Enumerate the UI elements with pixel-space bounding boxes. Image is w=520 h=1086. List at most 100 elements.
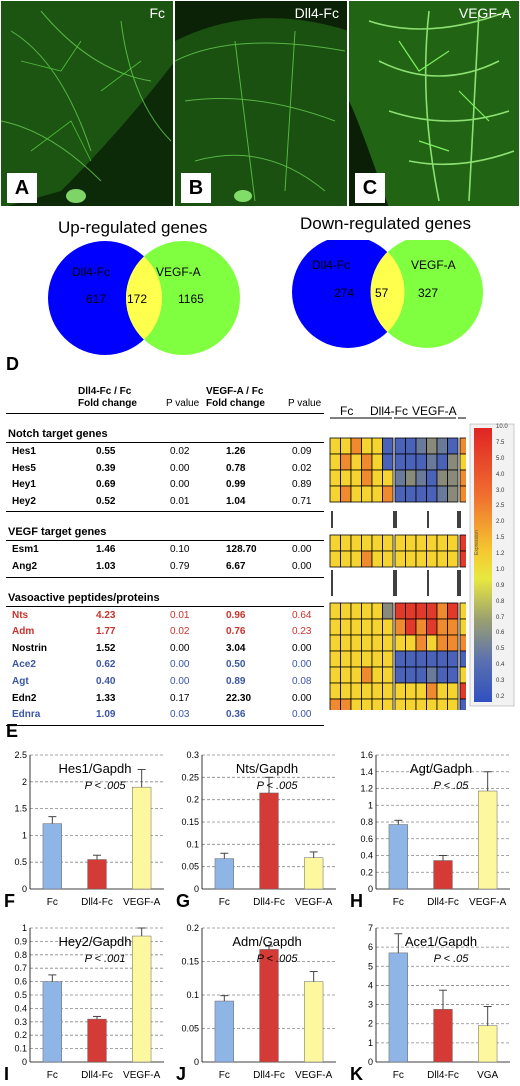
category-label: Fc <box>393 897 404 908</box>
heatmap-cell <box>426 682 438 700</box>
table-rule-top <box>6 413 324 414</box>
p-value-annotation: P < .005 <box>85 780 127 792</box>
chart-title: Nts/Gapdh <box>236 761 298 776</box>
micrograph-label: Dll4-Fc <box>294 5 339 21</box>
gene-name: Adm <box>12 626 35 638</box>
vessel-network-dll4fc <box>175 1 347 206</box>
fold-change-vegf: 0.50 <box>226 659 246 671</box>
panel-label-c: C <box>355 173 385 203</box>
y-tick-label: 0 <box>194 884 199 894</box>
p-value-dll4: 0.01 <box>170 609 190 621</box>
bar <box>304 857 324 890</box>
heatmap-cell <box>371 618 383 636</box>
heatmap-cell <box>371 698 383 710</box>
color-scale-bar <box>469 423 515 707</box>
micrograph-label: VEGF-A <box>458 5 511 21</box>
heatmap-cell <box>426 602 438 620</box>
y-tick-label: 1 <box>368 1038 373 1048</box>
heatmap-cell <box>340 550 352 568</box>
heatmap-cell <box>371 666 383 684</box>
scale-tick-label: 1.5 <box>496 535 505 542</box>
heatmap-cell <box>394 682 406 700</box>
y-tick-label: 0.3 <box>14 1017 27 1027</box>
fold-change-vegf: 22.30 <box>226 692 252 704</box>
y-tick-label: 2.5 <box>14 750 27 760</box>
heatmap-cell <box>436 650 448 668</box>
heatmap-cell <box>447 698 459 710</box>
heatmap-cell <box>426 634 438 652</box>
y-tick-label: 1.6 <box>360 750 373 760</box>
heatmap-cell <box>447 485 459 503</box>
heatmap <box>329 417 466 710</box>
venn-circle-right <box>126 241 240 355</box>
heatmap-cell <box>394 550 406 568</box>
p-value-dll4: 0.10 <box>170 544 190 556</box>
p-value-dll4: 0.00 <box>170 676 190 687</box>
category-label: VEGF-A <box>295 1070 333 1081</box>
venn-right-label: VEGF-A <box>156 265 201 279</box>
p-value-dll4: 0.17 <box>170 692 190 704</box>
heatmap-cell <box>415 666 427 684</box>
gene-name: Ednra <box>12 709 41 721</box>
heatmap-cell <box>436 550 448 568</box>
heatmap-cell <box>447 437 459 455</box>
y-tick-label: 0.05 <box>181 1024 199 1034</box>
venn-left-count-down: 274 <box>334 286 355 300</box>
heatmap-cell <box>329 485 341 503</box>
heatmap-cell <box>436 453 448 471</box>
gene-name: Edn2 <box>12 692 37 704</box>
heatmap-cell <box>340 650 352 668</box>
p-value-vegf: 0.08 <box>292 676 312 687</box>
venn-right-label-down: VEGF-A <box>411 258 456 272</box>
heatmap-cell <box>394 534 406 552</box>
category-label: VGA <box>477 1070 498 1081</box>
bar-chart-j: 0 0.05 0.1 0.15 0.2 Fc Dll4-Fc VEGF-A Adm/Gapdh P… <box>181 923 336 1081</box>
heatmap-cell <box>459 666 466 684</box>
heatmap-cell <box>329 682 341 700</box>
p-value-vegf: 0.89 <box>292 479 312 491</box>
p-value-dll4: 0.00 <box>170 462 190 474</box>
panel-label-j: J <box>176 1064 187 1084</box>
heatmap-cell <box>340 485 352 503</box>
heatmap-cell <box>405 602 417 620</box>
category-label: VEGF-A <box>469 897 507 908</box>
p-value-dll4: 0.79 <box>170 561 190 572</box>
venn-diagram-up <box>48 240 483 355</box>
y-tick-label: 0.1 <box>14 1044 27 1054</box>
heatmap-cell <box>340 437 352 455</box>
heatmap-cell <box>340 453 352 471</box>
col2-header: VEGF-A / Fc <box>206 386 264 397</box>
p-value-vegf: 0.00 <box>292 709 312 721</box>
y-tick-label: 0 <box>368 884 373 894</box>
y-tick-label: 1.2 <box>360 784 373 794</box>
bar <box>214 1000 234 1063</box>
micrograph-dll4fc: Dll4-Fc B <box>174 0 348 207</box>
heatmap-cell <box>340 666 352 684</box>
heatmap-cell <box>371 634 383 652</box>
section-title: Notch target genes <box>8 428 108 440</box>
gene-name: Hes1 <box>12 446 36 457</box>
venn-left-label: Dll4-Fc <box>72 265 110 279</box>
scale-tick-label: 2.5 <box>496 503 505 510</box>
heatmap-cell <box>415 682 427 700</box>
bar <box>388 824 408 890</box>
heatmap-cell <box>436 618 448 636</box>
heatmap-cell <box>382 437 394 455</box>
fold-change-vegf: 0.78 <box>226 462 246 474</box>
heatmap-cell <box>350 550 362 568</box>
heatmap-cell <box>382 485 394 503</box>
gene-name: Hey1 <box>12 479 36 491</box>
venn-left-count: 617 <box>86 292 107 306</box>
bar <box>87 1018 107 1063</box>
y-tick-label: 0.15 <box>181 817 199 827</box>
heatmap-cell <box>447 682 459 700</box>
gene-name: Esm1 <box>12 544 39 556</box>
heatmap-cell <box>405 485 417 503</box>
venn-title-up: Up-regulated genes <box>58 218 208 237</box>
heatmap-cell <box>394 698 406 710</box>
fold-change-dll4: 1.09 <box>96 709 116 721</box>
scale-tick-label: 2.0 <box>496 519 505 526</box>
heatmap-cell <box>436 682 448 700</box>
y-tick-label: 0.7 <box>14 963 27 973</box>
heatmap-cell <box>382 469 394 487</box>
